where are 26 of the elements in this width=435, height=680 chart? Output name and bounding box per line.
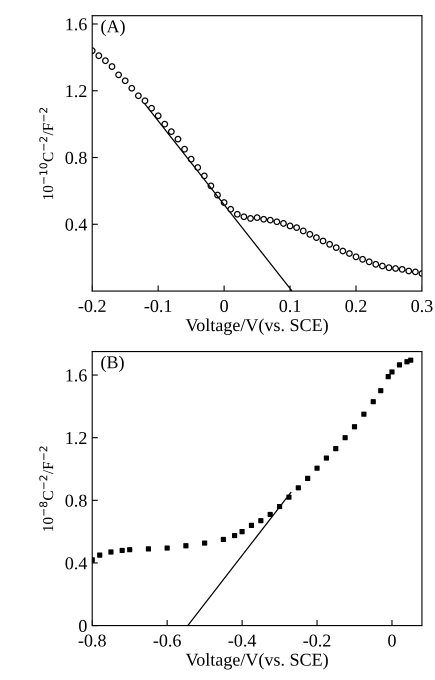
y-axis-title: 10$^{−10}$C$^{−2}$/F$^{−2}$ <box>39 108 54 200</box>
x-axis-title: Voltage/V(vs. SCE) <box>186 318 328 335</box>
annotation: (B) <box>101 356 124 372</box>
x-tick-label: 0.2 <box>345 300 366 312</box>
x-axis-title: Voltage/V(vs. SCE) <box>186 653 328 670</box>
y-tick-label: 0.8 <box>65 152 87 164</box>
x-tick-label: 0 <box>220 300 228 312</box>
x-tick-label: -0.2 <box>303 634 330 647</box>
annotation: (A) <box>101 20 125 36</box>
x-tick-label: -0.4 <box>228 634 256 647</box>
x-tick-label: 0 <box>388 634 396 647</box>
y-tick-label: 0.4 <box>65 557 88 570</box>
x-tick-label: 0.3 <box>411 300 433 312</box>
y-tick-label: 1.2 <box>66 85 86 98</box>
y-tick-label: 1.6 <box>66 18 87 31</box>
y-tick-label: 1.6 <box>66 369 87 382</box>
x-tick-label: -0.8 <box>78 634 106 647</box>
y-tick-label: 0 <box>79 620 87 632</box>
x-tick-label: -0.2 <box>78 300 106 312</box>
y-tick-label: 0.8 <box>65 494 87 507</box>
x-tick-label: 0.1 <box>279 300 300 312</box>
y-tick-label: 1.2 <box>66 432 86 444</box>
y-axis-title: 10$^{−8}$C$^{−2}$/F$^{−2}$ <box>39 446 54 531</box>
x-tick-label: -0.1 <box>144 300 172 312</box>
x-tick-label: -0.6 <box>154 634 181 647</box>
y-tick-label: 0.4 <box>65 218 88 231</box>
